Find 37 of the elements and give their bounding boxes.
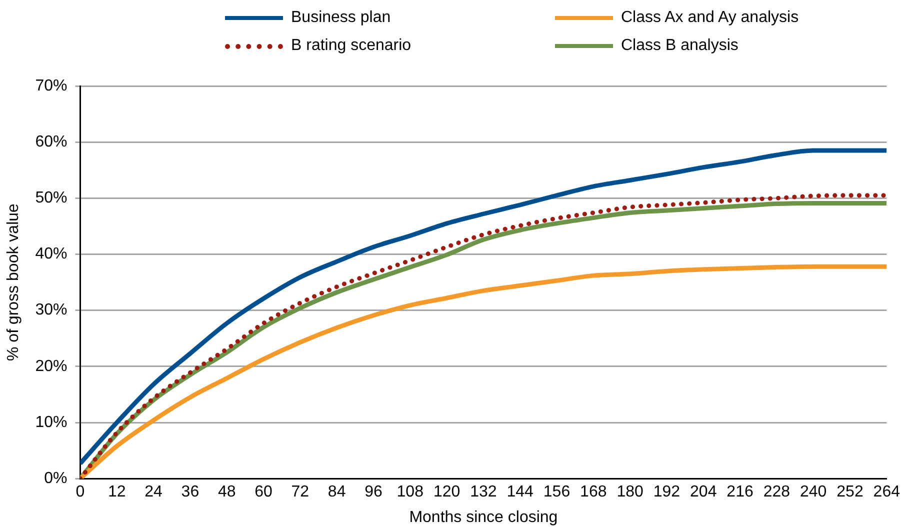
- y-tick-label: 40%: [35, 246, 68, 263]
- x-axis-title: Months since closing: [409, 508, 558, 526]
- x-tick-label: 96: [364, 484, 382, 501]
- x-tick-label: 48: [218, 484, 236, 501]
- legend-label: Class B analysis: [621, 37, 738, 55]
- y-tick-label: 0%: [44, 470, 68, 488]
- x-tick-label: 204: [690, 484, 717, 501]
- y-tick-label: 30%: [35, 302, 68, 319]
- x-tick-label: 180: [616, 484, 644, 501]
- legend-label: B rating scenario: [291, 37, 412, 55]
- x-tick-label: 216: [726, 484, 754, 501]
- x-tick-label: 0: [76, 484, 85, 501]
- y-tick-label: 20%: [35, 358, 68, 375]
- y-tick-label: 10%: [35, 414, 68, 431]
- y-tick-label: 50%: [35, 190, 68, 207]
- x-tick-label: 120: [433, 484, 460, 501]
- y-axis-title: % of gross book value: [5, 203, 22, 362]
- y-tick-label: 60%: [35, 133, 68, 150]
- x-tick-label: 12: [108, 484, 126, 501]
- x-tick-label: 144: [506, 484, 534, 501]
- x-tick-label: 108: [396, 484, 424, 501]
- x-tick-label: 192: [653, 484, 680, 501]
- x-tick-label: 132: [470, 484, 497, 501]
- legend-label: Business plan: [291, 9, 391, 27]
- x-tick-label: 84: [328, 484, 346, 501]
- x-tick-label: 24: [144, 484, 163, 501]
- x-tick-label: 252: [836, 484, 864, 501]
- legend-label: Class Ax and Ay analysis: [621, 9, 799, 27]
- x-tick-label: 168: [580, 484, 607, 501]
- x-tick-label: 156: [543, 484, 570, 501]
- x-tick-label: 60: [254, 484, 273, 501]
- x-tick-label: 228: [763, 484, 790, 501]
- x-tick-label: 72: [291, 484, 310, 501]
- x-tick-label: 36: [181, 484, 200, 501]
- y-tick-label: 70%: [35, 77, 68, 94]
- x-tick-label: 240: [800, 484, 827, 501]
- x-tick-label: 264: [873, 484, 900, 501]
